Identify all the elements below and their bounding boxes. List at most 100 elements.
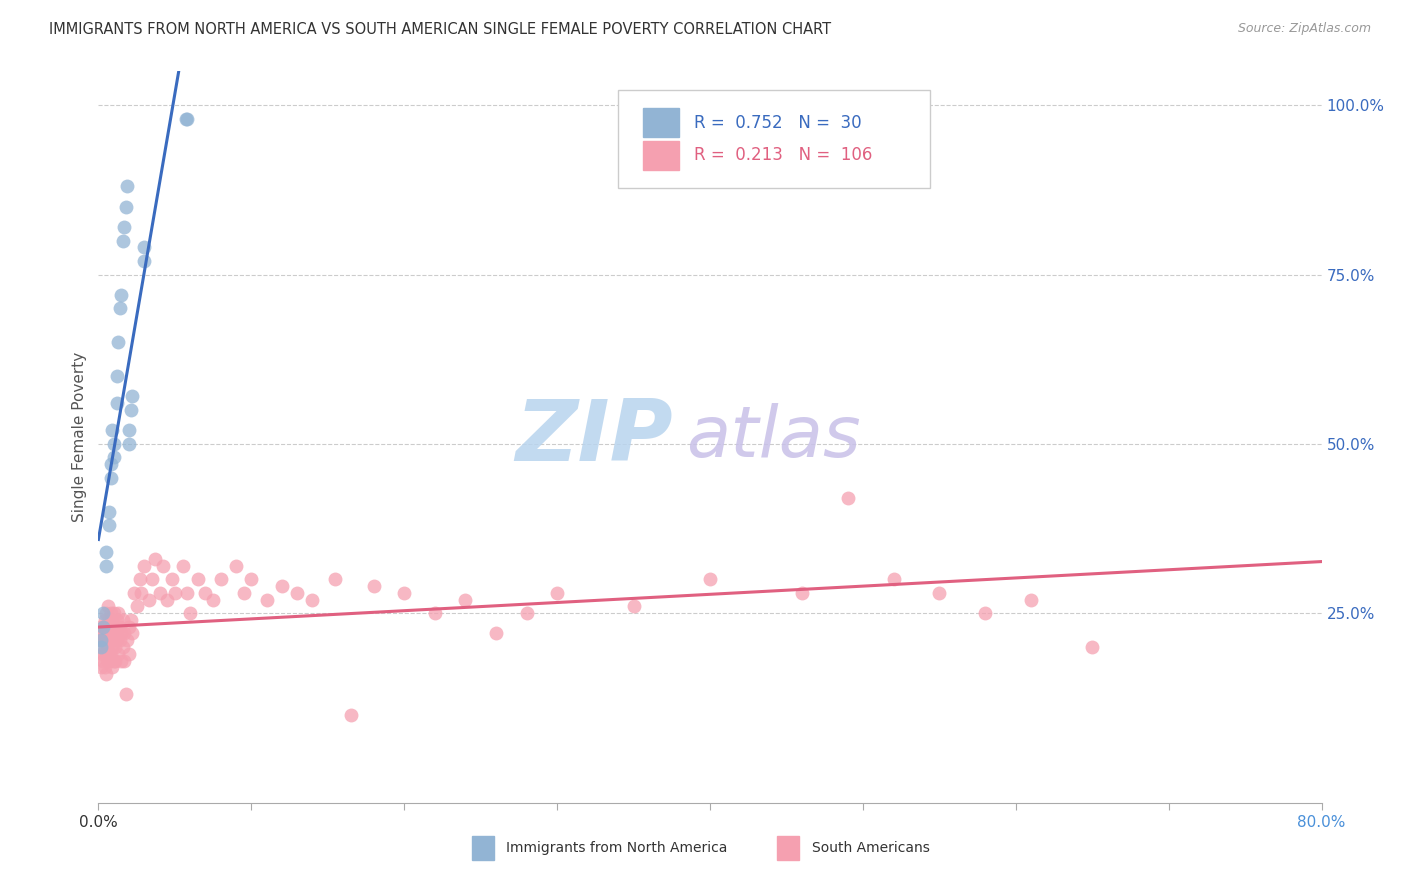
Point (121, 389, 143, 403)
Point (129, 586, 152, 600)
Point (141, 572, 163, 586)
Point (101, 613, 124, 627)
Point (112, 654, 135, 668)
Point (91, 654, 114, 668)
Point (97, 620, 120, 634)
Point (928, 586, 950, 600)
Point (115, 688, 138, 702)
Point (225, 558, 247, 573)
Y-axis label: Single Female Poverty: Single Female Poverty (72, 352, 87, 522)
Point (98, 647, 121, 661)
Point (93, 613, 115, 627)
Text: Immigrants from North America: Immigrants from North America (506, 841, 727, 855)
Point (179, 606, 201, 620)
Point (90, 626, 112, 640)
Point (93, 640, 115, 654)
Text: IMMIGRANTS FROM NORTH AMERICA VS SOUTH AMERICAN SINGLE FEMALE POVERTY CORRELATIO: IMMIGRANTS FROM NORTH AMERICA VS SOUTH A… (49, 22, 831, 37)
Point (97, 633, 120, 648)
Point (974, 606, 997, 620)
Point (90, 660, 112, 674)
Point (93, 660, 115, 674)
Point (93, 626, 115, 640)
Text: Source: ZipAtlas.com: Source: ZipAtlas.com (1237, 22, 1371, 36)
Point (103, 633, 125, 648)
Point (101, 423, 124, 437)
Point (339, 707, 361, 722)
Point (115, 200, 138, 214)
Point (485, 626, 508, 640)
Point (187, 572, 209, 586)
Point (98, 613, 121, 627)
Point (94, 633, 117, 648)
Point (546, 586, 568, 600)
Point (103, 654, 125, 668)
Point (138, 592, 160, 607)
Point (101, 660, 124, 674)
Point (194, 586, 217, 600)
Point (112, 220, 135, 235)
Point (623, 599, 645, 614)
Point (91, 620, 114, 634)
Point (111, 613, 134, 627)
Point (107, 335, 129, 350)
Point (94, 545, 117, 559)
Point (105, 633, 128, 648)
Point (91, 620, 114, 634)
Point (176, 586, 198, 600)
Point (120, 403, 142, 417)
Point (156, 592, 179, 607)
Point (270, 579, 292, 593)
Point (125, 599, 148, 614)
Point (101, 640, 124, 654)
Point (454, 592, 477, 607)
Point (105, 613, 128, 627)
Point (104, 654, 127, 668)
Point (134, 254, 156, 268)
Point (790, 586, 813, 600)
Text: atlas: atlas (686, 402, 860, 472)
Point (111, 234, 134, 248)
Point (103, 450, 125, 465)
Point (108, 301, 131, 316)
Point (837, 491, 859, 505)
Point (883, 572, 905, 586)
Bar (471, 837, 494, 860)
Point (128, 572, 150, 586)
Point (89, 633, 111, 648)
Point (423, 606, 446, 620)
Point (143, 552, 166, 566)
Bar (643, 108, 679, 137)
Point (163, 586, 186, 600)
Point (325, 572, 347, 586)
Point (110, 288, 132, 302)
Point (105, 369, 128, 384)
Point (100, 620, 122, 634)
Point (100, 647, 122, 661)
Point (392, 586, 416, 600)
Point (103, 437, 125, 451)
Text: R =  0.752   N =  30: R = 0.752 N = 30 (695, 113, 862, 131)
Text: South Americans: South Americans (811, 841, 929, 855)
Point (100, 606, 122, 620)
Point (94, 667, 117, 681)
Point (256, 592, 278, 607)
Point (98, 505, 121, 519)
Bar (643, 141, 679, 170)
Point (110, 654, 132, 668)
Point (118, 647, 141, 661)
Point (117, 633, 139, 648)
Point (94, 558, 117, 573)
Point (118, 423, 141, 437)
Point (98, 654, 121, 668)
Point (98, 518, 121, 533)
Point (103, 620, 125, 634)
Point (122, 586, 145, 600)
Point (104, 626, 127, 640)
Point (89, 620, 111, 634)
Point (174, 112, 197, 126)
Point (103, 606, 125, 620)
Point (91, 633, 114, 648)
Point (120, 613, 142, 627)
Point (90, 640, 112, 654)
Point (91, 606, 114, 620)
